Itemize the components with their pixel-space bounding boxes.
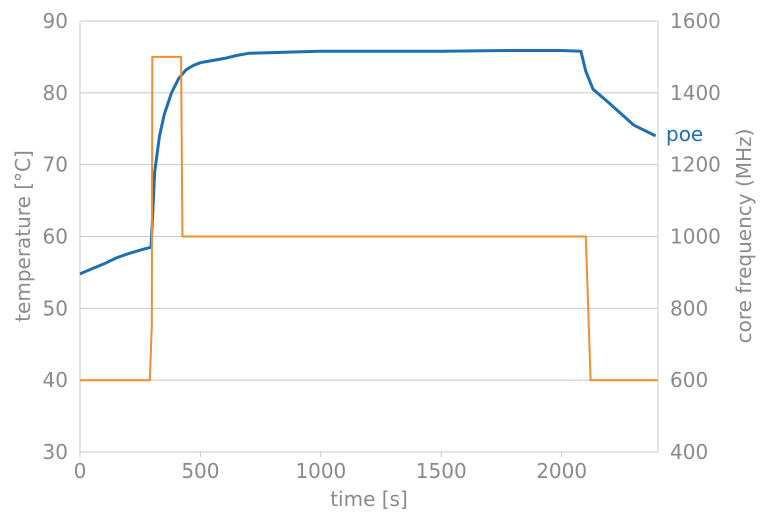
y-tick-label-left: 90 [43,9,68,33]
x-tick-label: 0 [74,459,87,483]
y-tick-label-right: 1200 [670,153,721,177]
tick-labels: 30 40 50 60 70 80 90 400 600 800 1000 1200 1400 1600 0… [43,9,721,483]
y-axis-label-right: core frequency (MHz) [732,129,756,344]
y-tick-label-right: 1400 [670,81,721,105]
y-tick-label-left: 40 [43,368,68,392]
y-tick-label-left: 30 [43,440,68,464]
axes [79,21,659,457]
x-axis-label: time [s] [330,487,408,511]
series-line-poe [79,49,657,276]
y-tick-label-left: 80 [43,81,68,105]
x-tick-label: 1000 [295,459,346,483]
y-tick-label-right: 1000 [670,225,721,249]
x-tick-label: 1500 [416,459,467,483]
series-group [79,49,658,382]
series-label-poe: poe [666,122,703,146]
grid [80,20,658,453]
y-tick-label-right: 600 [670,368,708,392]
y-tick-label-right: 1600 [670,9,721,33]
y-tick-label-right: 800 [670,296,708,320]
y-tick-label-right: 400 [670,440,708,464]
y-tick-label-left: 50 [43,296,68,320]
y-tick-label-left: 70 [43,153,68,177]
series-line-2 [80,55,658,382]
x-tick-label: 500 [181,459,219,483]
y-axis-label-left: temperature [°C] [11,150,35,322]
x-tick-label: 2000 [536,459,587,483]
y-tick-label-left: 60 [43,225,68,249]
